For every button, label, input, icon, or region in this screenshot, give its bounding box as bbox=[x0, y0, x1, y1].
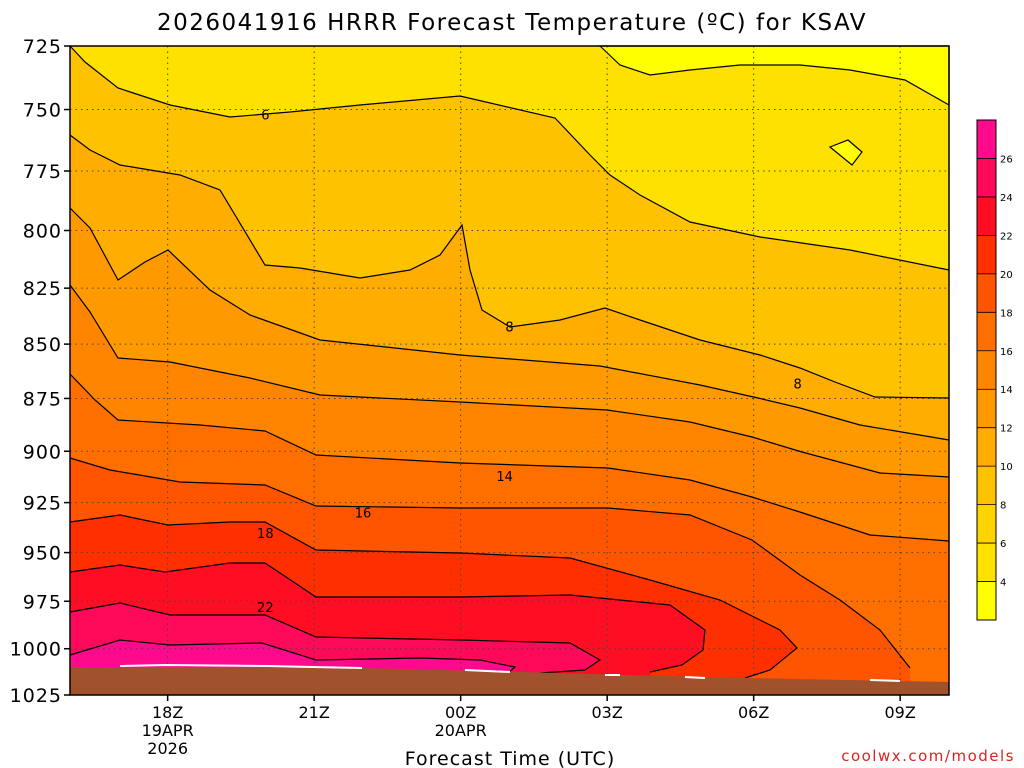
plot-area: 6 8 8 14 16 18 22 bbox=[69, 45, 950, 696]
colorbar-label: 16 bbox=[1000, 347, 1013, 358]
y-tick-label: 875 bbox=[23, 388, 62, 410]
colorbar-label: 18 bbox=[1000, 308, 1013, 319]
contour-label: 8 bbox=[505, 320, 513, 335]
surface-highlight bbox=[119, 663, 901, 682]
y-tick-label: 825 bbox=[23, 278, 62, 300]
contour-line bbox=[69, 373, 950, 542]
x-tick-sublabel: 20APR bbox=[435, 721, 487, 740]
contour-line bbox=[69, 457, 911, 669]
contour-label: 18 bbox=[257, 527, 274, 542]
contour-line bbox=[828, 139, 863, 166]
contour-line bbox=[69, 134, 950, 399]
contour-label: 22 bbox=[257, 601, 274, 616]
x-tick-sublabel: 2026 bbox=[147, 739, 188, 758]
contour-label: 6 bbox=[261, 109, 269, 124]
colorbar-label: 22 bbox=[1000, 231, 1013, 242]
colorbar-label: 10 bbox=[1000, 462, 1013, 473]
contour-line bbox=[69, 602, 602, 674]
colorbar-label: 4 bbox=[1000, 578, 1006, 589]
y-tick-label: 925 bbox=[23, 493, 62, 515]
colorbar-label: 8 bbox=[1000, 501, 1006, 512]
y-tick-label: 850 bbox=[23, 334, 62, 356]
colorbar-label: 24 bbox=[1000, 193, 1013, 204]
grid-lines bbox=[70, 46, 949, 695]
contour-line bbox=[69, 514, 798, 679]
chart-title: 2026041916 HRRR Forecast Temperature (ºC… bbox=[157, 10, 867, 36]
colorbar-segment bbox=[977, 158, 996, 198]
contour-line bbox=[69, 284, 950, 478]
colorbar-label: 26 bbox=[1000, 154, 1013, 165]
contour-line bbox=[69, 45, 950, 271]
temperature-bands bbox=[70, 45, 950, 695]
x-tick-label: 03Z bbox=[592, 703, 623, 722]
contour-lines bbox=[69, 45, 950, 679]
x-tick-label: 18Z bbox=[152, 703, 183, 722]
y-tick-label: 975 bbox=[23, 591, 62, 613]
colorbar-segment bbox=[977, 581, 996, 621]
contour-line bbox=[69, 562, 706, 673]
colorbar-segment bbox=[977, 543, 996, 583]
contour-line bbox=[69, 639, 517, 674]
surface-terrain bbox=[70, 663, 949, 695]
y-tick-label: 1025 bbox=[10, 685, 62, 707]
x-tick-label: 06Z bbox=[738, 703, 769, 722]
colorbar-segment bbox=[977, 196, 996, 236]
surface-terrain-fill bbox=[70, 667, 949, 695]
x-tick-sublabel: 19APR bbox=[142, 721, 194, 740]
colorbar-segment bbox=[977, 235, 996, 275]
y-tick-label: 725 bbox=[23, 36, 62, 58]
plot-frame bbox=[69, 45, 950, 696]
y-tick-label: 900 bbox=[23, 441, 62, 463]
contour-label: 14 bbox=[496, 470, 513, 485]
credit-link[interactable]: coolwx.com/models bbox=[841, 747, 1015, 765]
x-axis-label: Forecast Time (UTC) bbox=[405, 748, 615, 768]
y-tick-label: 800 bbox=[23, 220, 62, 242]
x-tick-label: 00Z bbox=[445, 703, 476, 722]
colorbar-frame bbox=[976, 119, 997, 621]
contour-label: 8 bbox=[793, 377, 801, 392]
colorbar-segment bbox=[977, 120, 996, 159]
colorbar-legend: 4 6 8 10 12 14 16 18 20 22 24 26 bbox=[976, 119, 1013, 621]
x-tick-label: 09Z bbox=[885, 703, 916, 722]
x-tick-label: 21Z bbox=[299, 703, 330, 722]
colorbar-label: 20 bbox=[1000, 270, 1013, 281]
y-axis: 725 750 775 800 825 850 875 900 925 950 975 1000 102… bbox=[10, 36, 70, 707]
contour-label: 16 bbox=[355, 507, 372, 522]
colorbar-label: 14 bbox=[1000, 385, 1013, 396]
colorbar-segment bbox=[977, 427, 996, 467]
temperature-band bbox=[830, 140, 862, 165]
colorbar-segment bbox=[977, 273, 996, 313]
y-tick-label: 950 bbox=[23, 543, 62, 565]
y-tick-label: 1000 bbox=[10, 639, 62, 661]
colorbar-segment bbox=[977, 312, 996, 352]
colorbar-segment bbox=[977, 466, 996, 506]
contour-line bbox=[69, 207, 950, 441]
contour-labels: 6 8 8 14 16 18 22 bbox=[257, 109, 802, 616]
colorbar-segment bbox=[977, 389, 996, 429]
colorbar-label: 12 bbox=[1000, 424, 1013, 435]
y-tick-label: 750 bbox=[23, 100, 62, 122]
colorbar-segment bbox=[977, 504, 996, 544]
y-tick-label: 775 bbox=[23, 161, 62, 183]
colorbar-label: 6 bbox=[1000, 539, 1006, 550]
colorbar-segment bbox=[977, 350, 996, 390]
